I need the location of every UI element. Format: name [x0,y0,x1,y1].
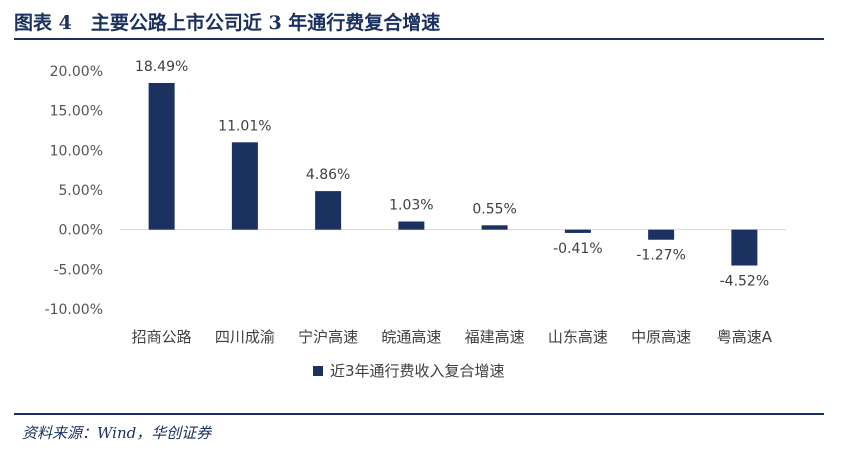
category-label: 宁沪高速 [298,328,358,346]
legend-label: 近3年通行费收入复合增速 [330,362,505,380]
title-rule [14,38,824,40]
bar [315,191,342,230]
bar [481,225,508,230]
data-label: -0.41% [553,241,603,257]
data-label: 0.55% [472,201,516,217]
data-label: 4.86% [306,167,350,183]
bar [731,229,758,266]
figure-title: 图表 4 主要公路上市公司近 3 年通行费复合增速 [14,12,441,34]
bar [231,142,258,230]
data-label: 11.01% [218,118,271,134]
category-label: 招商公路 [132,328,192,346]
legend-swatch [313,366,323,376]
y-tick-label: 0.00% [59,223,103,239]
y-tick-label: -5.00% [53,262,103,278]
bar [564,229,591,233]
y-tick-label: 5.00% [59,183,103,199]
category-label: 皖通高速 [381,328,441,346]
y-tick-label: -10.00% [45,302,103,318]
y-tick-label: 10.00% [50,143,103,159]
data-label: -4.52% [720,274,770,290]
y-tick-label: 20.00% [50,64,103,80]
category-label: 粤高速A [717,328,773,346]
bar [648,229,675,240]
bar [398,221,425,230]
bar [148,82,175,230]
category-label: 山东高速 [548,328,608,346]
category-label: 福建高速 [465,328,525,346]
category-label: 中原高速 [631,328,691,346]
data-label: -1.27% [636,248,686,264]
source-note: 资料来源：Wind，华创证券 [22,424,212,442]
y-tick-label: 15.00% [50,104,103,120]
source-rule [14,413,824,415]
category-label: 四川成渝 [215,328,275,346]
data-label: 1.03% [389,197,433,213]
data-label: 18.49% [135,59,188,75]
